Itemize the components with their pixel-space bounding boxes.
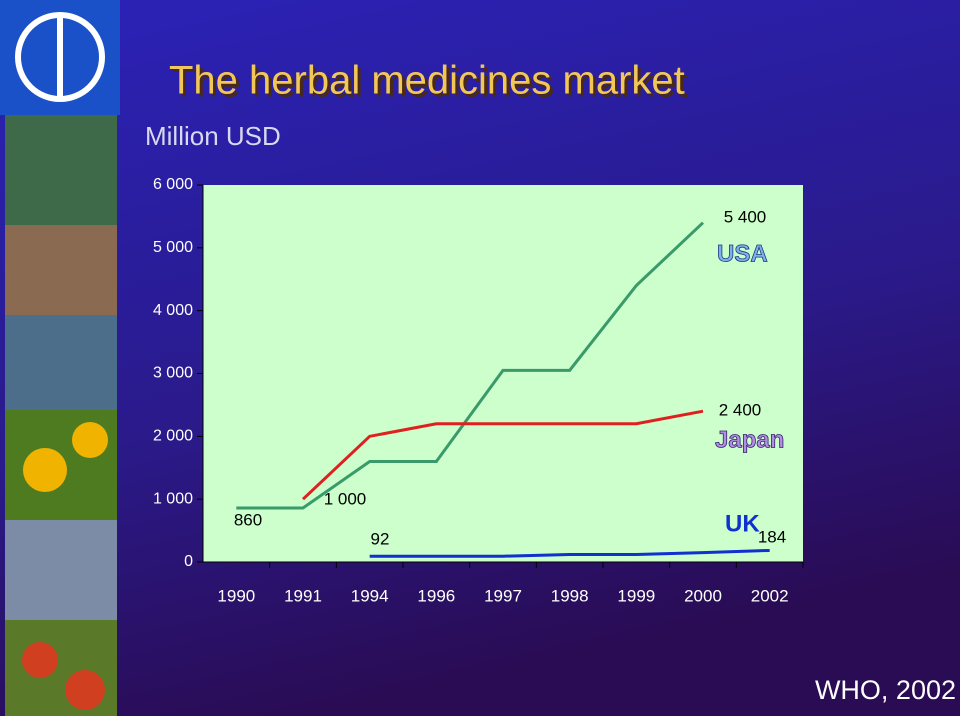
x-tick-label: 2000 (684, 586, 722, 605)
source: WHO, 2002 (815, 675, 956, 705)
y-tick-label: 5 000 (153, 239, 193, 256)
y-tick-label: 1 000 (153, 490, 193, 507)
x-tick-label: 1990 (217, 586, 255, 605)
y-tick-label: 3 000 (153, 365, 193, 382)
plot-area (203, 185, 803, 562)
y-tick-label: 4 000 (153, 302, 193, 319)
series-line (236, 221, 705, 510)
title-shadow: The herbal medicines market (172, 62, 688, 106)
data-label: 1 000 (324, 489, 367, 508)
x-tick-label: 1997 (484, 586, 522, 605)
y-tick-label: 6 000 (153, 176, 193, 193)
x-tick-label: 1999 (617, 586, 655, 605)
subtitle: Million USD (145, 121, 281, 151)
data-label: 92 (371, 529, 390, 548)
x-tick-label: 1996 (417, 586, 455, 605)
series-line (301, 409, 704, 501)
data-label: 5 400 (724, 207, 767, 226)
data-label: 860 (234, 510, 262, 529)
series-label: Japan (715, 426, 784, 453)
data-label: 184 (758, 527, 786, 546)
series-label: UK (725, 510, 760, 537)
x-tick-label: 1994 (351, 586, 389, 605)
x-tick-label: 1998 (551, 586, 589, 605)
y-tick-label: 2 000 (153, 428, 193, 445)
series-label: USA (717, 240, 768, 267)
x-tick-label: 1991 (284, 586, 322, 605)
photo-strip (0, 0, 120, 716)
x-tick-label: 2002 (751, 586, 789, 605)
y-tick-label: 0 (184, 553, 193, 570)
series-line (369, 548, 770, 558)
data-label: 2 400 (719, 400, 762, 419)
slide-title: The herbal medicines market (169, 59, 685, 103)
